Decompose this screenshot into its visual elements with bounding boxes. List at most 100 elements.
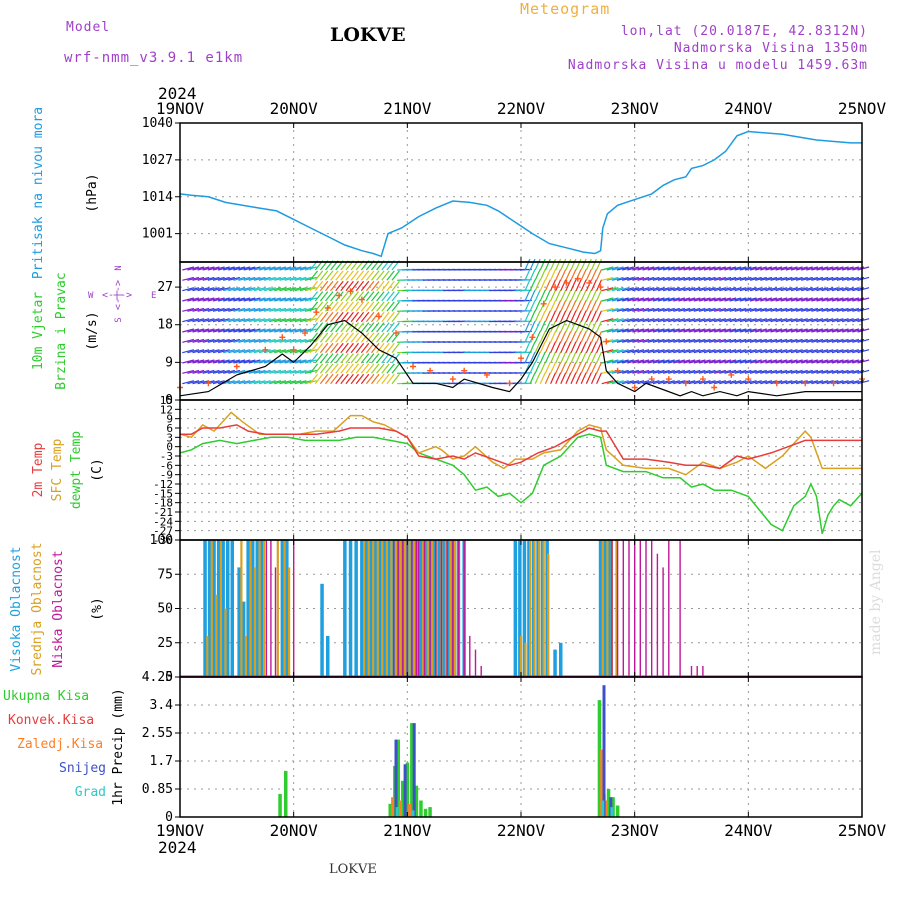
wind-barb: [202, 307, 215, 312]
wind-barb: [816, 359, 829, 364]
cloud-mid-bar: [215, 594, 218, 677]
wind-barb: [847, 307, 860, 312]
wind-barb: [585, 341, 592, 353]
wind-gust-mark: [483, 371, 490, 378]
wind-barb: [299, 369, 312, 374]
wind-barb: [529, 372, 536, 384]
wind-barb: [734, 307, 747, 312]
wind-barb: [785, 369, 798, 374]
wind-barb: [524, 269, 531, 281]
wind-barb: [258, 380, 271, 385]
wind-barb: [187, 369, 200, 374]
wind-barb: [806, 287, 819, 292]
wind-barb: [258, 369, 271, 374]
wind-barb: [228, 297, 241, 302]
wind-barb: [616, 328, 629, 333]
x-date-label-bottom: 25NOV: [838, 821, 887, 840]
wind-barb: [816, 318, 829, 323]
wind-gust-mark: [324, 305, 331, 311]
wind-barb: [770, 297, 783, 302]
wind-barb: [376, 280, 385, 292]
wind-barb: [253, 318, 266, 323]
wind-barb: [765, 380, 778, 385]
wind-barb: [857, 328, 870, 333]
compass-ns: <-|->: [113, 280, 124, 310]
wind-barb: [228, 380, 241, 385]
wind-barb: [719, 369, 732, 374]
wind-barb: [217, 349, 230, 354]
wind-barb: [228, 318, 241, 323]
wind-barb: [596, 258, 603, 271]
wind-barb: [555, 372, 562, 384]
wind-barb: [319, 301, 329, 312]
wind-barb: [801, 297, 813, 302]
wind-barb: [534, 331, 541, 343]
wind-barb: [258, 276, 271, 281]
cloud-mid-bar: [224, 608, 227, 677]
cloud-high-bar: [237, 567, 241, 677]
wind-barb: [806, 318, 819, 323]
precip-legend-item: Grad: [75, 785, 106, 800]
wind-barb: [688, 328, 701, 333]
wind-barb: [253, 287, 266, 292]
wind-barb: [529, 279, 536, 291]
wind-barb: [683, 349, 696, 354]
wind-barb: [524, 351, 531, 364]
cloud-high-bar: [280, 540, 285, 677]
wind-barb: [253, 380, 266, 385]
precip-snow-bar: [403, 764, 407, 817]
wind-barb: [299, 318, 312, 323]
wind-barb: [652, 307, 665, 312]
wind-barb: [590, 310, 597, 322]
wind-barb: [719, 266, 732, 271]
wind-barb: [847, 328, 860, 333]
wind-barb: [678, 318, 691, 323]
wind-barb: [202, 328, 215, 333]
wind-barb: [688, 380, 701, 385]
wind-barb: [197, 287, 210, 292]
year-label-top: 2024: [158, 84, 197, 103]
wind-barb: [703, 266, 716, 271]
cloud-low-bar: [393, 540, 395, 677]
wind-barb: [601, 318, 614, 323]
wind-barb: [811, 328, 824, 333]
wind-barb: [836, 307, 849, 312]
wind-barb: [212, 338, 225, 343]
wind-barb: [355, 301, 365, 312]
wind-barb: [207, 349, 220, 354]
wind-barb: [345, 332, 354, 343]
wind-barb: [724, 328, 737, 333]
wind-barb: [274, 338, 287, 343]
cloud-high-bar: [540, 540, 545, 677]
wind-barb: [314, 311, 324, 323]
wind-barb: [744, 297, 757, 302]
wind-barb: [335, 301, 344, 312]
cloud-high-bar: [553, 649, 557, 677]
wind-barb: [765, 338, 778, 343]
wind-barb: [365, 280, 375, 292]
wind-barb: [555, 341, 562, 353]
wind-barb: [734, 297, 747, 302]
wind-barb: [821, 380, 834, 385]
wind-barb: [555, 269, 562, 281]
precip-total-bar: [414, 785, 419, 817]
wind-barb: [284, 287, 297, 292]
wind-barb: [345, 270, 354, 281]
cloud-high-bar: [203, 540, 207, 677]
wind-barb: [381, 311, 390, 323]
wind-barb: [647, 266, 660, 271]
wind-barb: [611, 287, 624, 292]
wind-barb: [340, 363, 349, 374]
wind-barb: [274, 307, 287, 312]
wind-barb: [294, 359, 307, 364]
wind-barb: [801, 359, 813, 364]
wind-barb: [550, 362, 557, 374]
wind-barb: [811, 297, 824, 302]
wind-barb: [755, 318, 767, 323]
wind-barb: [857, 307, 870, 312]
wind-barb: [657, 266, 670, 271]
wind-barb: [284, 359, 297, 364]
wind-barb: [714, 266, 727, 271]
wind-barb: [739, 297, 752, 302]
precip-total-bar: [388, 803, 392, 817]
